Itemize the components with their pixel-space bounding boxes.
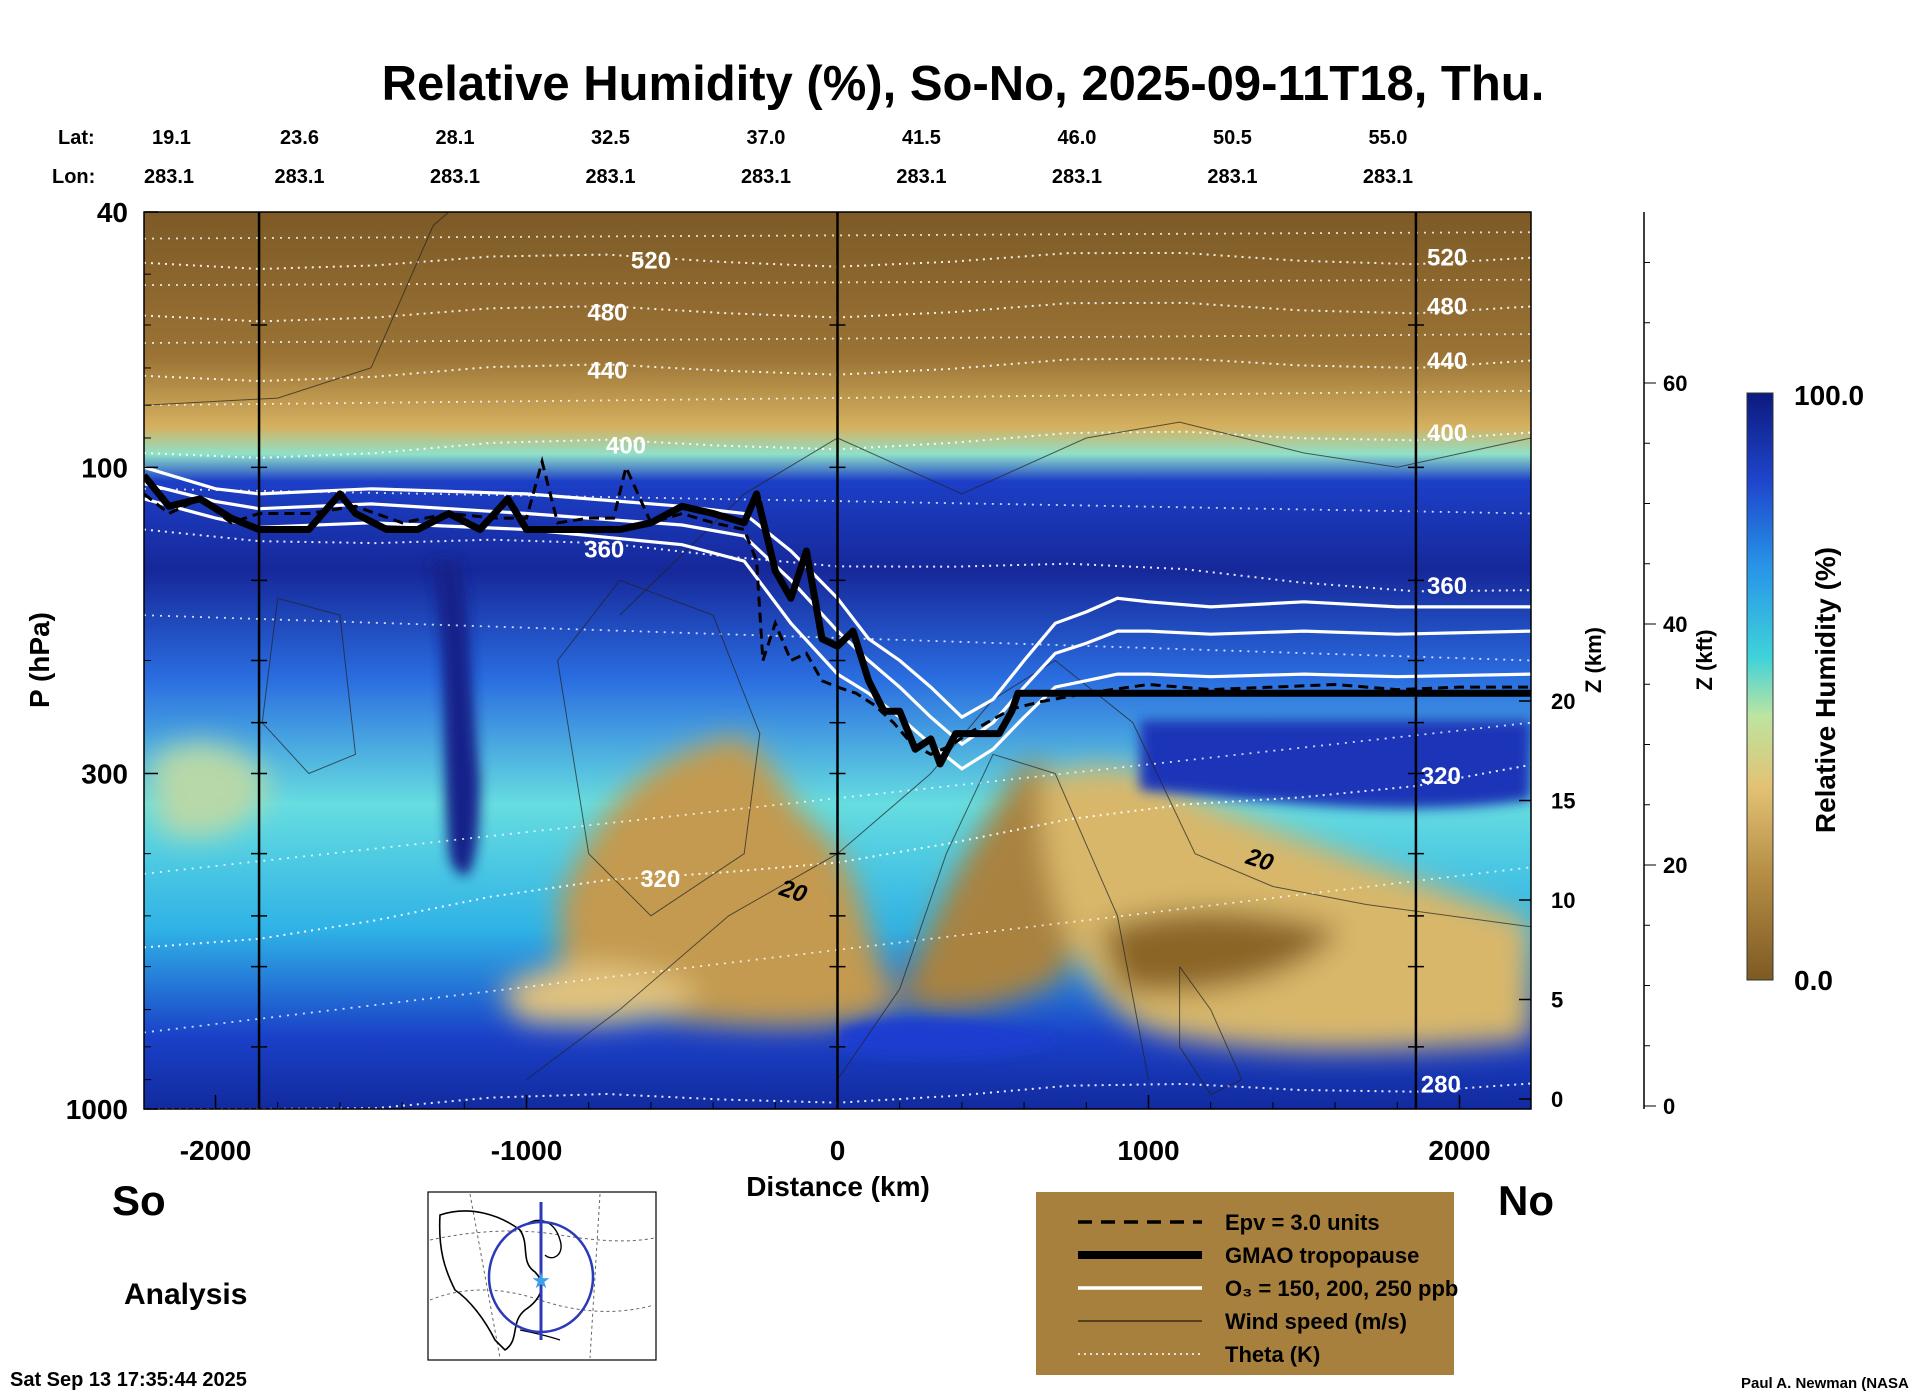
p-tick-label: 300 — [81, 758, 128, 789]
lat-tick-label: 19.1 — [152, 127, 191, 149]
x-tick-label: 1000 — [1117, 1135, 1179, 1166]
z-km-tick-label: 15 — [1551, 789, 1575, 814]
lon-tick-label: 283.1 — [144, 166, 194, 188]
credit: Paul A. Newman (NASA — [1741, 1375, 1909, 1392]
y-axis-title: P (hPa) — [24, 612, 55, 708]
lat-tick-label: 50.5 — [1213, 127, 1252, 149]
ozone-line — [144, 465, 1531, 720]
p-axis: 40 100 300 1000 — [66, 197, 158, 1125]
colorbar — [1746, 392, 1774, 981]
north-endpoint-label: No — [1498, 1177, 1554, 1224]
z-km-axis: 0 5 10 15 20 — [1519, 689, 1575, 1112]
lat-tick-label: 32.5 — [591, 127, 630, 149]
z-km-tick-label: 0 — [1551, 1087, 1563, 1112]
lon-tick-label: 283.1 — [274, 166, 324, 188]
x-tick-label: -2000 — [180, 1135, 252, 1166]
colorbar-max-label: 100.0 — [1794, 380, 1864, 411]
p-tick-label: 1000 — [66, 1094, 128, 1125]
x-tick-label: 0 — [830, 1135, 846, 1166]
south-endpoint-label: So — [112, 1177, 166, 1224]
theta-contour-label: 280 — [1421, 1071, 1461, 1098]
lon-tick-label: 283.1 — [585, 166, 635, 188]
z-kft-axis-title: Z (kft) — [1692, 629, 1717, 690]
theta-contour — [144, 763, 1531, 949]
lon-tick-label: 283.1 — [1207, 166, 1257, 188]
z-kft-tick-label: 20 — [1663, 853, 1687, 878]
z-km-axis-title: Z (km) — [1581, 627, 1606, 693]
p-tick-label: 40 — [97, 197, 128, 228]
rh-moist-regions — [430, 560, 1531, 1057]
x-axis-title: Distance (km) — [746, 1171, 930, 1202]
wind-speed-contour — [837, 753, 1149, 1080]
p-tick-label: 100 — [81, 452, 128, 483]
lat-tick-label: 41.5 — [902, 127, 941, 149]
z-km-tick-label: 10 — [1551, 888, 1575, 913]
lon-tick-label: 283.1 — [1363, 166, 1413, 188]
theta-contour-label: 400 — [606, 433, 646, 460]
timestamp: Sat Sep 13 17:35:44 2025 — [10, 1369, 247, 1391]
chart-title: Relative Humidity (%), So-No, 2025-09-11… — [382, 57, 1545, 111]
z-kft-tick-label: 0 — [1663, 1094, 1675, 1119]
lat-label: Lat: — [58, 127, 95, 149]
z-kft-tick-label: 40 — [1663, 612, 1687, 637]
lon-tick-label: 283.1 — [1052, 166, 1102, 188]
inset-map: ★ — [427, 1191, 657, 1361]
theta-contour-label: 320 — [1421, 763, 1461, 790]
x-axis: -2000 -1000 0 1000 2000 — [180, 1095, 1491, 1166]
legend-label: O₃ = 150, 200, 250 ppb — [1225, 1276, 1458, 1301]
epv-line — [144, 455, 1531, 756]
theta-contour — [144, 528, 1531, 593]
tropopause-line — [144, 473, 1531, 768]
lat-tick-label: 55.0 — [1368, 127, 1407, 149]
lon-label: Lon: — [52, 166, 95, 188]
location-tick-labels: 19.1 283.1 23.6 283.1 28.1 283.1 32.5 283.1 37.0… — [144, 127, 1413, 188]
z-kft-axis: 0 20 40 60 — [1643, 212, 1687, 1119]
z-kft-tick-label: 60 — [1663, 371, 1687, 396]
lon-tick-label: 283.1 — [430, 166, 480, 188]
wind-speed-contour — [261, 597, 357, 775]
x-tick-label: 2000 — [1428, 1135, 1490, 1166]
section-marker-lines — [251, 212, 1424, 1109]
theta-contour-minor — [144, 866, 1531, 1034]
colorbar-min-label: 0.0 — [1794, 965, 1833, 996]
theta-contour-label: 360 — [584, 536, 624, 563]
legend-label: Epv = 3.0 units — [1225, 1210, 1380, 1235]
wind-speed-contour — [144, 212, 450, 406]
theta-contour-label: 400 — [1427, 420, 1467, 447]
wind-speed-contour — [1179, 966, 1243, 1096]
lon-tick-label: 283.1 — [741, 166, 791, 188]
legend-label: Wind speed (m/s) — [1225, 1309, 1407, 1334]
theta-contour-label: 520 — [631, 248, 671, 275]
analysis-label: Analysis — [124, 1278, 247, 1311]
wind-speed-contour — [619, 421, 1531, 616]
theta-contour-label: 440 — [1427, 348, 1467, 375]
lat-tick-label: 46.0 — [1057, 127, 1096, 149]
theta-contour-label: 480 — [587, 299, 627, 326]
lat-tick-label: 28.1 — [436, 127, 475, 149]
lat-tick-label: 23.6 — [280, 127, 319, 149]
wind-speed-contour — [526, 659, 1531, 1080]
z-km-tick-label: 5 — [1551, 988, 1563, 1013]
theta-contour-label: 320 — [640, 866, 680, 893]
lat-tick-label: 37.0 — [747, 127, 786, 149]
theta-contour-label: 440 — [587, 357, 627, 384]
ozone-line — [144, 482, 1531, 747]
z-km-tick-label: 20 — [1551, 689, 1575, 714]
x-tick-label: -1000 — [491, 1135, 563, 1166]
theta-contour-label: 360 — [1427, 573, 1467, 600]
legend-label: GMAO tropopause — [1225, 1243, 1419, 1268]
coastline — [438, 1210, 543, 1352]
legend-label: Theta (K) — [1225, 1342, 1320, 1367]
wind-speed-contour — [557, 579, 761, 917]
star-icon: ★ — [531, 1268, 551, 1293]
legend: Epv = 3.0 units GMAO tropopause O₃ = 150, … — [1036, 1192, 1458, 1375]
theta-contour-label: 520 — [1427, 244, 1467, 271]
rh-dry-regions — [150, 736, 1531, 1050]
theta-contour-label: 480 — [1427, 293, 1467, 320]
lon-tick-label: 283.1 — [896, 166, 946, 188]
colorbar-title: Relative Humidity (%) — [1810, 547, 1841, 833]
